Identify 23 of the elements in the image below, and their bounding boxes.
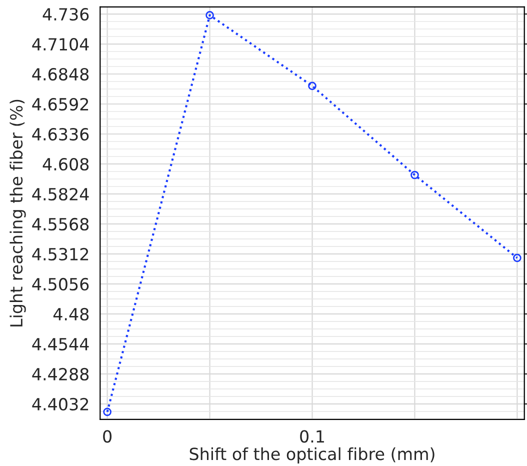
y-tick-label: 4.5568 <box>32 218 89 231</box>
y-tick-label: 4.7104 <box>32 38 89 51</box>
y-tick-label: 4.4032 <box>32 398 88 411</box>
y-tick-label: 4.5312 <box>32 248 88 261</box>
y-axis-title: Light reaching the fiber (%) <box>10 100 26 326</box>
point <box>103 408 112 416</box>
point <box>410 170 419 180</box>
y-tick-label: 4.6336 <box>32 128 89 141</box>
y-tick-label: 4.4544 <box>32 338 89 351</box>
x-tick-label: 0 <box>103 430 112 443</box>
y-tick-label: 4.6592 <box>32 98 88 111</box>
point <box>206 11 214 20</box>
y-tick-label: 4.4288 <box>32 368 89 381</box>
y-tick-label: 4.48 <box>53 308 89 321</box>
y-tick-label: 4.736 <box>42 8 89 21</box>
y-tick-label: 4.6848 <box>32 68 89 81</box>
y-tick-label: 4.5824 <box>32 188 89 201</box>
y-tick-label: 4.5056 <box>32 278 89 291</box>
x-tick-label: 0.1 <box>300 430 324 443</box>
x-axis-title: Shift of the optical fibre (mm) <box>190 447 434 464</box>
y-tick-label: 4.608 <box>42 158 89 171</box>
point <box>308 82 316 90</box>
point <box>513 254 522 262</box>
